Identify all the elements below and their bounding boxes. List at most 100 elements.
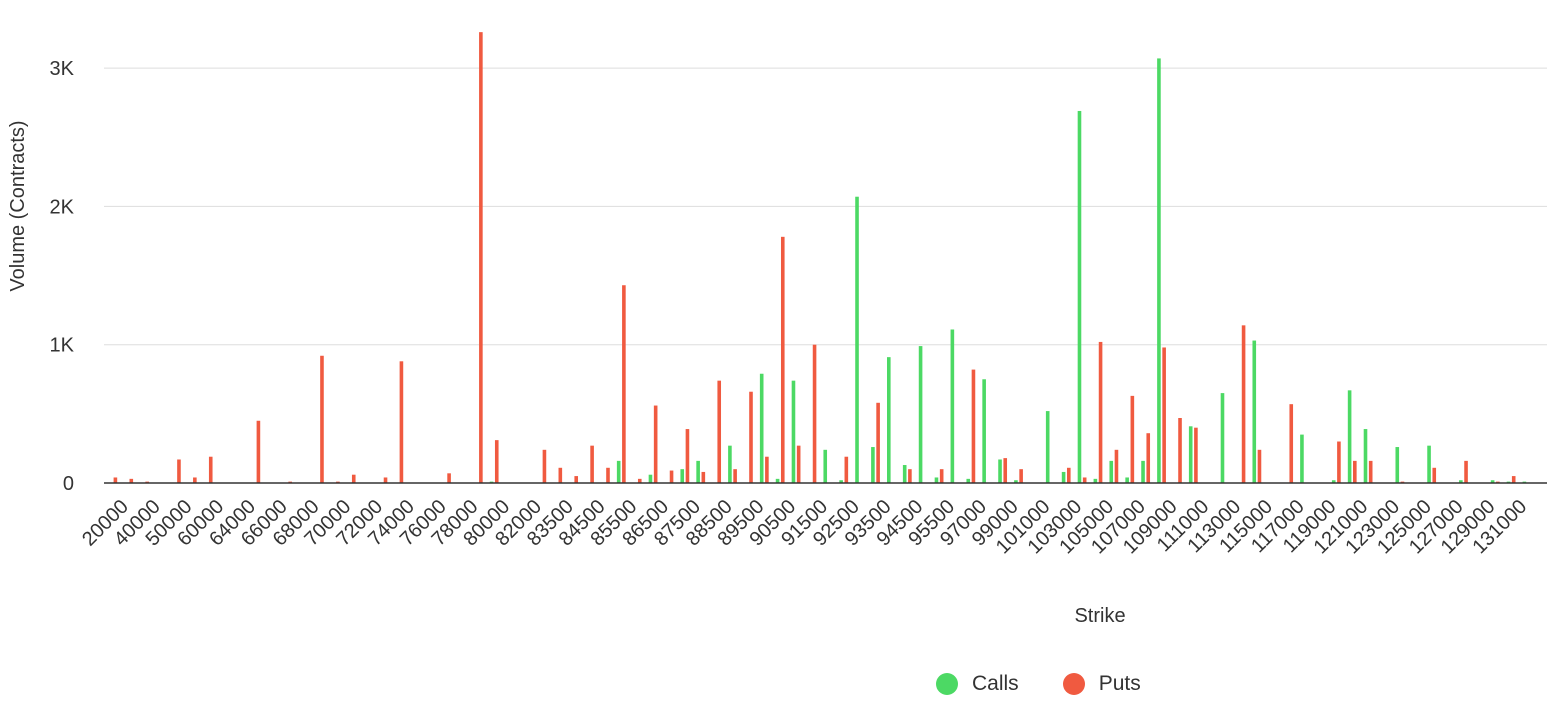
calls-bar-92000[interactable] bbox=[823, 449, 828, 483]
puts-bar-103000[interactable] bbox=[1066, 467, 1071, 483]
puts-bar-107000[interactable] bbox=[1130, 395, 1135, 483]
puts-bar-90500[interactable] bbox=[780, 236, 785, 483]
puts-bar-121000[interactable] bbox=[1353, 460, 1357, 483]
puts-bar-85000[interactable] bbox=[606, 467, 610, 483]
puts-bar-97000[interactable] bbox=[971, 369, 976, 483]
calls-bar-100000[interactable] bbox=[1014, 480, 1018, 483]
puts-bar-88000[interactable] bbox=[701, 471, 706, 483]
calls-bar-107000[interactable] bbox=[1125, 477, 1129, 483]
calls-bar-118000[interactable] bbox=[1300, 434, 1304, 484]
puts-bar-79000[interactable] bbox=[479, 32, 483, 483]
puts-bar-131000[interactable] bbox=[1511, 476, 1516, 483]
calls-bar-104000[interactable] bbox=[1077, 110, 1082, 483]
legend: Calls Puts bbox=[936, 672, 1141, 696]
calls-bar-105000[interactable] bbox=[1093, 478, 1098, 483]
calls-bar-124000[interactable] bbox=[1395, 447, 1400, 483]
calls-bar-93500[interactable] bbox=[871, 447, 875, 483]
puts-bar-60000[interactable] bbox=[208, 456, 213, 483]
puts-bar-89500[interactable] bbox=[749, 391, 753, 483]
puts-bar-84000[interactable] bbox=[574, 476, 579, 483]
calls-bar-97000[interactable] bbox=[966, 478, 971, 483]
calls-bar-95000[interactable] bbox=[918, 346, 923, 483]
puts-bar-87000[interactable] bbox=[669, 470, 674, 483]
calls-bar-87500[interactable] bbox=[680, 469, 685, 483]
puts-bar-106000[interactable] bbox=[1114, 449, 1119, 483]
x-axis-title: Strike bbox=[1074, 605, 1125, 627]
puts-bar-20000[interactable] bbox=[113, 477, 118, 483]
calls-bar-120000[interactable] bbox=[1331, 480, 1336, 483]
calls-bar-90500[interactable] bbox=[775, 478, 780, 483]
calls-bar-122000[interactable] bbox=[1363, 429, 1368, 483]
calls-bar-106000[interactable] bbox=[1109, 460, 1114, 483]
calls-bar-111000[interactable] bbox=[1188, 426, 1193, 483]
puts-bar-95500[interactable] bbox=[939, 469, 944, 483]
puts-bar-84500[interactable] bbox=[590, 445, 594, 483]
calls-bar-88000[interactable] bbox=[696, 460, 700, 483]
puts-bar-65000[interactable] bbox=[256, 420, 261, 483]
calls-bar-90000[interactable] bbox=[759, 373, 764, 483]
legend-item-calls[interactable]: Calls bbox=[936, 672, 1019, 696]
calls-bar-96000[interactable] bbox=[950, 329, 955, 483]
puts-bar-90000[interactable] bbox=[765, 456, 769, 483]
calls-bar-130000[interactable] bbox=[1490, 480, 1495, 483]
calls-bar-113000[interactable] bbox=[1220, 393, 1225, 484]
puts-bar-83500[interactable] bbox=[558, 467, 563, 483]
puts-bar-109000[interactable] bbox=[1162, 347, 1166, 483]
puts-bar-115000[interactable] bbox=[1257, 449, 1262, 483]
puts-bar-71000[interactable] bbox=[351, 474, 356, 483]
legend-item-puts[interactable]: Puts bbox=[1062, 672, 1141, 696]
calls-bar-93000[interactable] bbox=[855, 196, 859, 483]
puts-bar-122000[interactable] bbox=[1368, 460, 1373, 483]
calls-bar-115000[interactable] bbox=[1252, 340, 1257, 483]
puts-bar-117000[interactable] bbox=[1289, 404, 1294, 483]
calls-bar-99000[interactable] bbox=[998, 459, 1002, 483]
puts-bar-128000[interactable] bbox=[1464, 460, 1468, 483]
puts-bar-111000[interactable] bbox=[1194, 427, 1198, 483]
puts-bar-83000[interactable] bbox=[542, 449, 547, 483]
puts-bar-69000[interactable] bbox=[320, 355, 324, 483]
puts-bar-73000[interactable] bbox=[383, 477, 388, 483]
puts-bar-85500[interactable] bbox=[622, 285, 626, 483]
calls-bar-94500[interactable] bbox=[902, 465, 907, 483]
puts-bar-108000[interactable] bbox=[1146, 433, 1151, 483]
calls-bar-121000[interactable] bbox=[1347, 390, 1352, 483]
puts-bar-93500[interactable] bbox=[876, 402, 880, 483]
puts-bar-91000[interactable] bbox=[796, 445, 801, 483]
puts-bar-104000[interactable] bbox=[1082, 477, 1087, 483]
puts-bar-50000[interactable] bbox=[177, 459, 181, 483]
puts-bar-120000[interactable] bbox=[1337, 441, 1341, 483]
calls-bar-92500[interactable] bbox=[839, 480, 843, 483]
calls-bar-98000[interactable] bbox=[982, 379, 986, 483]
puts-bar-80000[interactable] bbox=[494, 440, 499, 483]
calls-bar-91000[interactable] bbox=[791, 380, 796, 483]
puts-bar-99000[interactable] bbox=[1003, 458, 1008, 483]
puts-bar-86000[interactable] bbox=[637, 478, 642, 483]
calls-bar-102000[interactable] bbox=[1045, 411, 1050, 483]
calls-bar-94000[interactable] bbox=[887, 357, 891, 483]
puts-bar-114000[interactable] bbox=[1241, 325, 1246, 483]
puts-bar-35000[interactable] bbox=[129, 478, 134, 483]
puts-bar-126000[interactable] bbox=[1432, 467, 1437, 483]
puts-bar-77000[interactable] bbox=[447, 473, 451, 483]
puts-bar-105000[interactable] bbox=[1098, 341, 1103, 483]
puts-bar-89000[interactable] bbox=[733, 469, 737, 483]
calls-bar-103000[interactable] bbox=[1061, 471, 1066, 483]
calls-bar-95500[interactable] bbox=[934, 477, 939, 483]
puts-bar-74000[interactable] bbox=[399, 361, 404, 483]
calls-bar-86500[interactable] bbox=[648, 474, 653, 483]
puts-bar-91500[interactable] bbox=[812, 344, 817, 483]
calls-bar-89000[interactable] bbox=[728, 445, 732, 483]
puts-bar-100000[interactable] bbox=[1019, 469, 1023, 483]
puts-bar-110000[interactable] bbox=[1178, 418, 1182, 483]
puts-bar-86500[interactable] bbox=[653, 405, 658, 483]
puts-bar-55000[interactable] bbox=[193, 477, 197, 483]
puts-bar-94500[interactable] bbox=[908, 469, 912, 483]
calls-bar-128000[interactable] bbox=[1459, 480, 1463, 483]
puts-bar-92500[interactable] bbox=[844, 456, 849, 483]
calls-bar-109000[interactable] bbox=[1157, 58, 1161, 484]
puts-bar-87500[interactable] bbox=[685, 429, 690, 483]
calls-bar-108000[interactable] bbox=[1141, 460, 1145, 483]
puts-bar-88500[interactable] bbox=[717, 380, 722, 483]
calls-bar-126000[interactable] bbox=[1427, 445, 1431, 483]
calls-bar-85500[interactable] bbox=[616, 460, 621, 483]
